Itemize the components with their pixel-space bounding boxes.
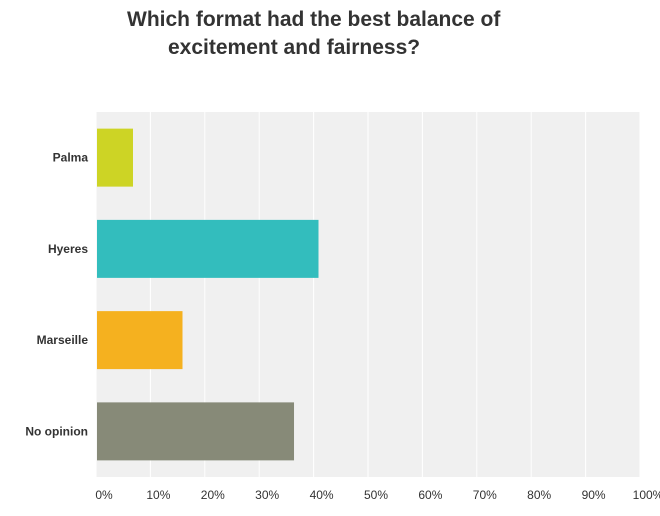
x-tick-label: 40% [310,488,334,502]
x-tick-label: 80% [527,488,551,502]
bar [97,311,183,370]
x-tick-label: 50% [364,488,388,502]
x-tick-label: 70% [473,488,497,502]
x-tick-label: 90% [582,488,606,502]
bar [97,128,133,187]
bar [97,219,319,278]
bar [97,402,295,461]
x-tick-label: 60% [418,488,442,502]
category-labels: Palma Hyeres Marseille No opinion [25,151,88,439]
x-tick-label: 30% [255,488,279,502]
chart-title-line-2: excitement and fairness? [168,36,421,59]
chart-title-line-1: Which format had the best balance of [127,8,501,31]
x-tick-label: 0% [95,488,113,502]
x-tick-label: 100% [633,488,660,502]
x-tick-label: 20% [201,488,225,502]
x-tick-label: 10% [146,488,170,502]
bars [97,128,319,461]
category-label: Palma [53,151,89,165]
category-label: No opinion [25,424,88,438]
category-label: Hyeres [48,242,88,256]
category-label: Marseille [37,333,89,347]
x-axis-tick-labels: 0% 10% 20% 30% 40% 50% 60% 70% 80% 90% 100% [95,488,660,502]
